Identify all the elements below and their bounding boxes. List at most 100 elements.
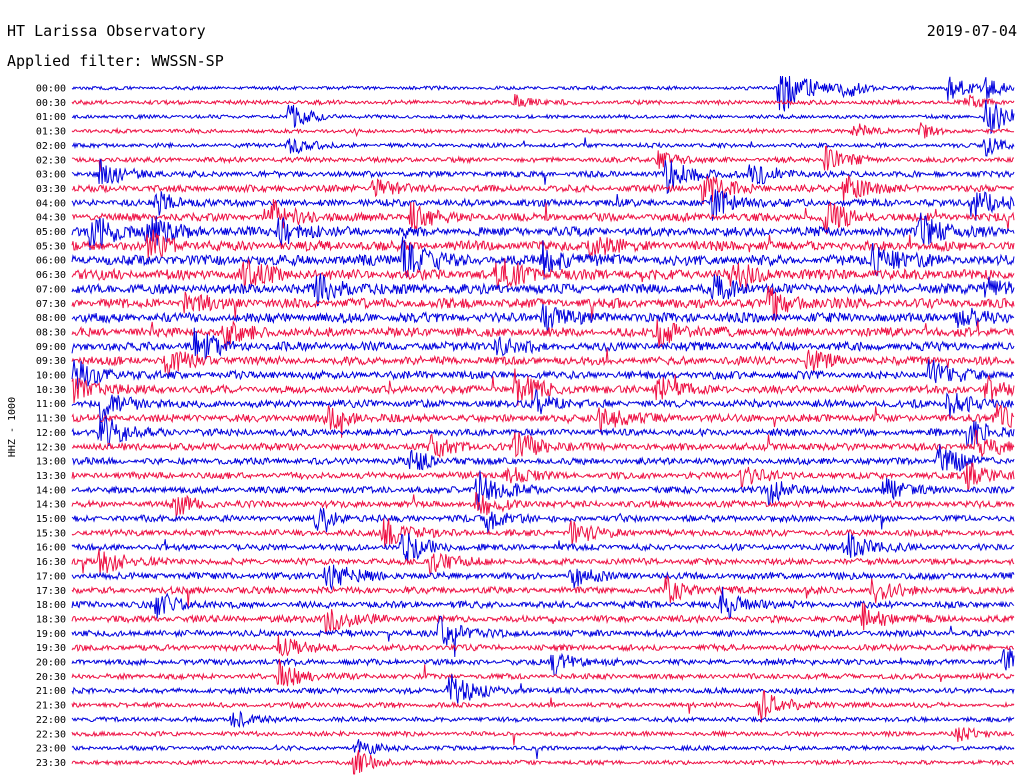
seismic-trace-line [71, 532, 1015, 562]
seismic-trace-line [71, 749, 1015, 775]
time-tick-label: 09:00 [36, 342, 66, 353]
seismic-trace-line [71, 615, 1015, 658]
tick-label-group: 00:00 00:30 01:00 01:30 02:00 02:30 03:00 03:30… [36, 84, 66, 769]
seismic-trace-line [71, 75, 1015, 112]
time-tick-label: 22:30 [36, 729, 66, 740]
time-tick-label: 00:30 [36, 98, 66, 109]
seismic-trace-line [71, 145, 1014, 172]
seismic-trace-line [71, 319, 1015, 350]
time-tick-label: 14:30 [36, 500, 66, 511]
time-tick-label: 00:00 [36, 84, 66, 95]
seismic-trace-line [71, 403, 1015, 438]
time-tick-label: 08:30 [36, 327, 66, 338]
time-tick-label: 20:30 [36, 672, 66, 683]
time-tick-label: 07:00 [36, 284, 66, 295]
time-tick-label: 16:30 [36, 557, 66, 568]
time-tick-label: 01:30 [36, 127, 66, 138]
seismic-trace-line [71, 257, 1015, 293]
seismic-trace-line [71, 739, 1015, 760]
time-tick-label: 17:00 [36, 571, 66, 582]
time-tick-label: 17:30 [36, 586, 66, 597]
time-tick-label: 13:00 [36, 457, 66, 468]
time-tick-label: 02:00 [36, 141, 66, 152]
time-tick-label: 14:00 [36, 485, 66, 496]
time-tick-label: 10:30 [36, 385, 66, 396]
chart-date: 2019-07-04 [927, 22, 1017, 40]
time-tick-label: 09:30 [36, 356, 66, 367]
time-tick-label: 11:30 [36, 414, 66, 425]
time-tick-label: 19:00 [36, 629, 66, 640]
seismic-trace-line [71, 273, 1015, 307]
time-tick-label: 06:30 [36, 270, 66, 281]
seismic-trace-line [71, 602, 1015, 635]
time-tick-label: 23:30 [36, 758, 66, 769]
seismic-trace-line [71, 359, 1015, 389]
time-tick-label: 03:30 [36, 184, 66, 195]
time-tick-label: 02:30 [36, 155, 66, 166]
seismic-trace-line [71, 574, 1015, 608]
time-tick-label: 16:00 [36, 543, 66, 554]
time-tick-label: 12:00 [36, 428, 66, 439]
time-tick-label: 04:00 [36, 198, 66, 209]
time-tick-label: 08:00 [36, 313, 66, 324]
seismic-trace-line [71, 93, 1015, 109]
seismic-trace-line [71, 388, 1015, 424]
seismic-trace-line [71, 189, 1015, 221]
seismic-trace-line [71, 212, 1015, 251]
time-tick-label: 22:00 [36, 715, 66, 726]
seismic-trace-line [71, 304, 1015, 334]
seismic-trace-line [71, 727, 1015, 746]
seismic-trace-line [71, 690, 1015, 723]
seismic-trace-line [71, 564, 1015, 591]
seismic-trace-line [71, 548, 1015, 576]
time-tick-label: 18:30 [36, 614, 66, 625]
time-tick-label: 21:30 [36, 701, 66, 712]
time-tick-label: 05:30 [36, 241, 66, 252]
seismic-trace-line [71, 710, 1015, 729]
time-tick-label: 01:00 [36, 112, 66, 123]
time-tick-label: 15:30 [36, 528, 66, 539]
seismic-trace-line [71, 462, 1015, 491]
seismic-trace-line [71, 99, 1015, 135]
time-tick-label: 05:00 [36, 227, 66, 238]
time-tick-label: 19:30 [36, 643, 66, 654]
trace-group [71, 75, 1015, 775]
seismic-trace-line [71, 674, 1015, 704]
seismic-trace-line [71, 429, 1015, 459]
time-tick-label: 10:00 [36, 371, 66, 382]
seismic-trace-line [71, 122, 1015, 139]
time-tick-label: 13:30 [36, 471, 66, 482]
seismic-trace-line [71, 199, 1015, 235]
seismic-trace-line [71, 491, 1015, 517]
time-tick-label: 04:30 [36, 213, 66, 224]
seismic-trace-line [71, 635, 1014, 657]
seismic-trace-line [71, 348, 1015, 375]
time-tick-label: 06:00 [36, 256, 66, 267]
time-tick-label: 18:00 [36, 600, 66, 611]
seismic-trace-line [71, 507, 1015, 534]
seismic-trace-line [71, 586, 1015, 620]
seismic-trace-line [71, 518, 1015, 547]
time-tick-label: 11:00 [36, 399, 66, 410]
seismic-trace-line [71, 327, 1015, 361]
seismic-trace-line [71, 415, 1015, 447]
seismic-trace-line [71, 368, 1015, 406]
y-axis-label: HHZ - 1000 [7, 397, 18, 457]
seismic-trace-line [71, 137, 1015, 157]
time-tick-label: 15:00 [36, 514, 66, 525]
time-tick-label: 03:00 [36, 170, 66, 181]
time-tick-label: 20:00 [36, 658, 66, 669]
time-tick-label: 21:00 [36, 686, 66, 697]
seismic-trace-line [71, 174, 1015, 205]
time-tick-label: 07:30 [36, 299, 66, 310]
chart-subtitle: Applied filter: WWSSN-SP [7, 52, 224, 70]
seismic-trace-line [71, 648, 1015, 676]
time-tick-label: 23:00 [36, 744, 66, 755]
seismic-trace-line [71, 658, 1015, 687]
seismic-trace-line [71, 470, 1015, 510]
seismic-trace-line [71, 236, 1015, 280]
seismic-trace-line [71, 444, 1015, 472]
chart-title: HT Larissa Observatory [7, 22, 206, 40]
seismic-trace-line [71, 158, 1015, 195]
